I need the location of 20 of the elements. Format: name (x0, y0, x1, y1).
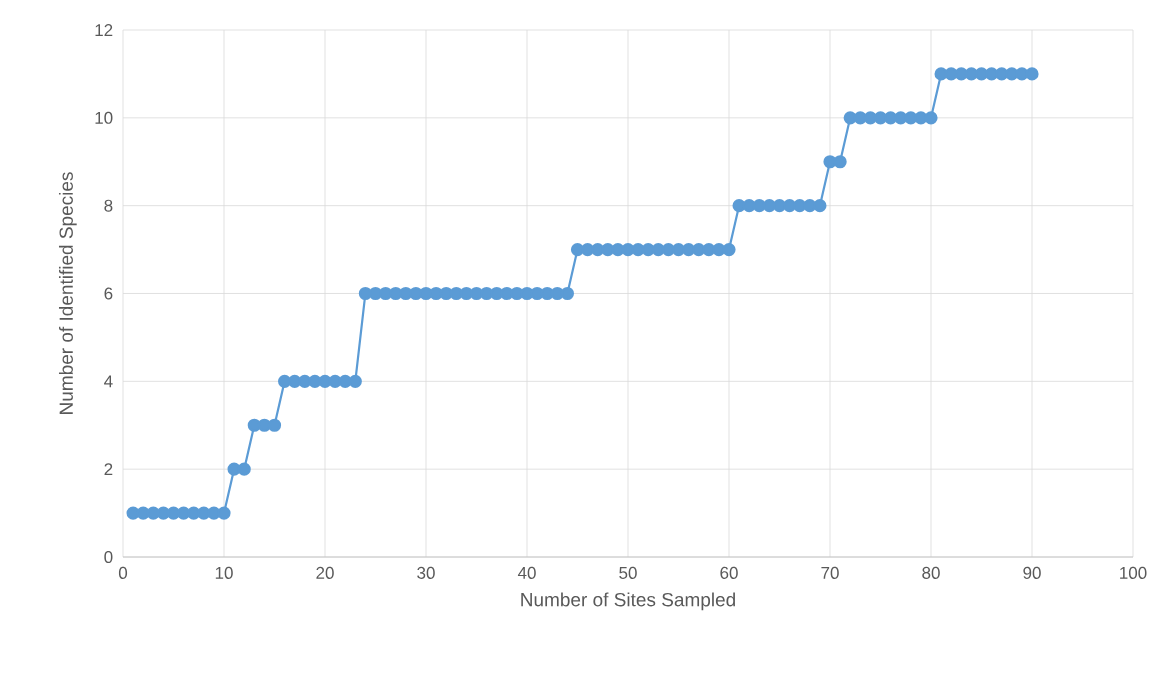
y-tick-label: 4 (104, 375, 113, 388)
y-tick-label: 8 (104, 199, 113, 212)
x-tick-label: 60 (720, 566, 738, 579)
y-tick-label: 2 (104, 463, 113, 476)
x-axis-title: Number of Sites Sampled (521, 592, 735, 611)
y-axis-title: Number of Identified Species (58, 172, 77, 414)
y-tick-label: 10 (95, 111, 113, 124)
x-tick-label: 70 (821, 566, 839, 579)
x-tick-label: 90 (1023, 566, 1041, 579)
y-tick-label: 12 (95, 24, 113, 36)
x-tick-label: 20 (316, 566, 334, 579)
x-tick-label: 0 (118, 566, 128, 579)
x-tick-label: 30 (417, 566, 435, 579)
x-tick-label: 40 (517, 566, 536, 579)
x-tick-label: 50 (619, 566, 637, 579)
x-tick-label: 80 (922, 566, 940, 579)
x-tick-label: 100 (1120, 566, 1147, 579)
x-tick-label: 10 (215, 566, 233, 579)
y-tick-label: 0 (104, 550, 113, 564)
y-tick-label: 6 (104, 287, 113, 300)
